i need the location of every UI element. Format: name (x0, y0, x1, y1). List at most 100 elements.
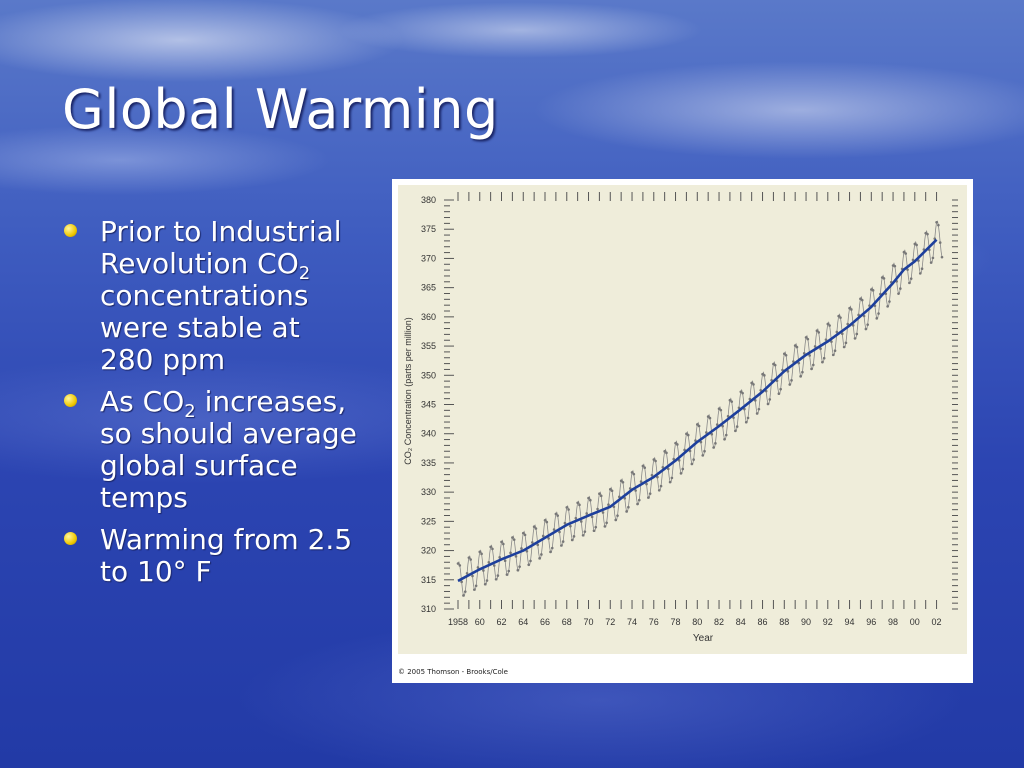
bullet-text-continued: concentrations were stable at 280 ppm (100, 279, 309, 376)
seasonal-point (570, 538, 574, 542)
seasonal-point (623, 496, 627, 500)
seasonal-point (598, 492, 601, 496)
seasonal-point (590, 515, 594, 519)
bullet-dot-icon (64, 532, 77, 545)
seasonal-point (547, 537, 550, 540)
seasonal-point (897, 292, 900, 295)
seasonal-point (792, 360, 795, 363)
co2-figure: 310 315 320 325 330 335 340 345 350 355 360 365 370 3… (392, 179, 973, 683)
seasonal-point (926, 232, 929, 236)
seasonal-point (681, 467, 685, 471)
seasonal-point (645, 482, 648, 486)
seasonal-point (719, 408, 723, 412)
x-tick-label: 72 (605, 617, 615, 627)
seasonal-point (603, 525, 607, 528)
seasonal-point (498, 556, 501, 559)
y-tick-label: 365 (421, 283, 436, 293)
seasonal-point (703, 449, 706, 453)
seasonal-point (744, 420, 748, 424)
seasonal-point (552, 528, 556, 531)
seasonal-point (666, 467, 670, 471)
seasonal-point (706, 415, 710, 418)
y-tick-label: 380 (421, 195, 436, 205)
seasonal-point (648, 492, 652, 495)
seasonal-point (476, 566, 480, 569)
bullet-subscript: 2 (184, 401, 196, 422)
x-tick-label: 68 (562, 617, 572, 627)
seasonal-point (478, 550, 482, 554)
seasonal-point (804, 336, 808, 339)
seasonal-point (659, 484, 663, 488)
x-tick-labels: 1958 60 62 64 66 68 70 72 74 76 78 80 82 84 86 88 90 92 94… (448, 617, 942, 627)
seasonal-point (726, 414, 730, 418)
x-tick-label: 80 (692, 617, 702, 627)
seasonal-point (902, 250, 906, 254)
x-tick-label: 02 (932, 617, 942, 627)
seasonal-point (759, 388, 763, 392)
seasonal-point (483, 582, 487, 586)
seasonal-point (824, 338, 828, 341)
seasonal-point (637, 498, 641, 502)
seasonal-series (456, 220, 944, 597)
seasonal-point (612, 505, 616, 509)
bullet-dot-icon (64, 224, 77, 237)
seasonal-point (511, 536, 514, 539)
seasonal-point (786, 370, 790, 373)
seasonal-point (723, 438, 726, 441)
seasonal-point (734, 429, 737, 433)
seasonal-point (471, 574, 474, 578)
seasonal-point (652, 458, 656, 461)
y-tick-label: 375 (421, 224, 436, 234)
seasonal-point (663, 450, 666, 453)
seasonal-point (639, 480, 643, 483)
seasonal-point (516, 568, 520, 572)
seasonal-point (748, 397, 752, 401)
x-tick-label: 1958 (448, 617, 468, 627)
seasonal-point (485, 579, 489, 582)
seasonal-point (473, 588, 476, 591)
seasonal-point (750, 381, 753, 385)
seasonal-point (715, 423, 719, 426)
seasonal-point (899, 287, 902, 290)
seasonal-point (842, 345, 846, 349)
seasonal-point (529, 559, 532, 563)
seasonal-point (717, 407, 721, 410)
seasonal-point (811, 363, 815, 367)
x-tick-label: 00 (910, 617, 920, 627)
seasonal-point (618, 495, 621, 499)
seasonal-point (779, 387, 782, 391)
seasonal-point (877, 312, 880, 315)
seasonal-point (503, 559, 507, 563)
seasonal-point (753, 399, 757, 402)
seasonal-point (556, 514, 560, 517)
seasonal-point (831, 353, 835, 357)
bullet-item: Warming from 2.5 to 10° F (62, 524, 362, 588)
seasonal-point (674, 441, 677, 445)
seasonal-point (766, 402, 770, 406)
seasonal-point (458, 564, 462, 567)
seasonal-point (724, 433, 728, 437)
seasonal-point (661, 465, 665, 469)
seasonal-point (578, 503, 581, 507)
seasonal-point (828, 324, 831, 327)
bullet-item: As CO2 increases, so should average glob… (62, 386, 362, 514)
seasonal-point (728, 398, 732, 402)
seasonal-point (521, 531, 525, 535)
seasonal-point (594, 525, 598, 529)
seasonal-point (579, 520, 583, 523)
seasonal-point (621, 480, 625, 484)
y-tick-label: 325 (421, 516, 436, 526)
x-tick-label: 76 (649, 617, 659, 627)
seasonal-point (489, 545, 492, 549)
seasonal-point (540, 553, 543, 556)
bullet-item: Prior to Industrial Revolution CO2 conce… (62, 216, 362, 376)
seasonal-point (474, 584, 478, 588)
seasonal-point (558, 530, 561, 534)
seasonal-point (630, 471, 634, 474)
seasonal-point (763, 374, 766, 377)
seasonal-point (701, 454, 705, 457)
seasonal-point (853, 337, 857, 340)
x-tick-label: 96 (866, 617, 876, 627)
seasonal-point (627, 505, 630, 509)
seasonal-point (795, 345, 799, 349)
